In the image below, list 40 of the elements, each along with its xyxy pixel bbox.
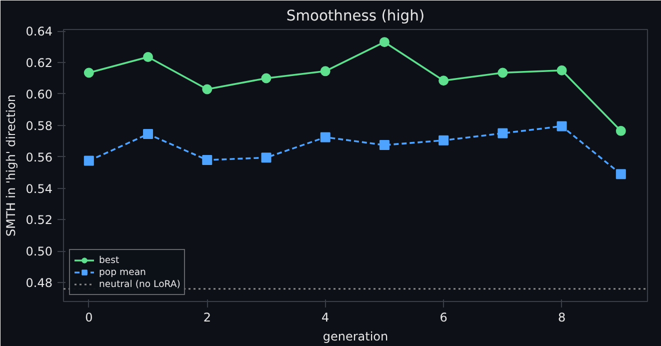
y-tick-label: 0.62 (26, 56, 52, 70)
point (202, 154, 212, 165)
y-tick-label: 0.54 (26, 182, 52, 196)
point (84, 68, 94, 78)
point (616, 126, 626, 136)
point (320, 132, 330, 142)
point (143, 52, 154, 62)
y-tick-label: 0.64 (26, 24, 52, 39)
ref-line-label: neutral (no LoRA) (99, 278, 180, 290)
y-tick-label: 0.58 (26, 118, 52, 133)
point (320, 66, 330, 76)
y-axis-title: SMTH in 'high' direction (4, 94, 18, 237)
x-tick-label: 8 (558, 310, 566, 324)
x-tick-label: 0 (85, 310, 93, 324)
x-axis-title: generation (322, 330, 388, 344)
point (379, 37, 390, 48)
point (379, 140, 390, 150)
chart-title: Smoothness (high) (286, 8, 425, 24)
y-tick-label: 0.52 (26, 213, 52, 228)
point (438, 135, 449, 146)
x-tick-label: 4 (322, 310, 330, 324)
y-tick-label: 0.48 (26, 276, 52, 290)
point (616, 169, 626, 180)
y-tick-label: 0.50 (26, 244, 52, 259)
legend-label: best (99, 254, 120, 266)
x-tick-label: 6 (440, 310, 448, 324)
point (84, 156, 94, 166)
y-tick-label: 0.60 (26, 87, 52, 102)
point (556, 65, 567, 76)
point (556, 121, 567, 132)
point (261, 152, 272, 163)
x-tick-label: 2 (203, 310, 211, 324)
point (202, 84, 212, 94)
point (498, 128, 508, 138)
legend-label: pop mean (99, 266, 146, 278)
y-tick-label: 0.56 (26, 150, 52, 164)
point (498, 68, 508, 78)
point (438, 76, 449, 86)
point (261, 73, 272, 84)
point (143, 129, 154, 140)
